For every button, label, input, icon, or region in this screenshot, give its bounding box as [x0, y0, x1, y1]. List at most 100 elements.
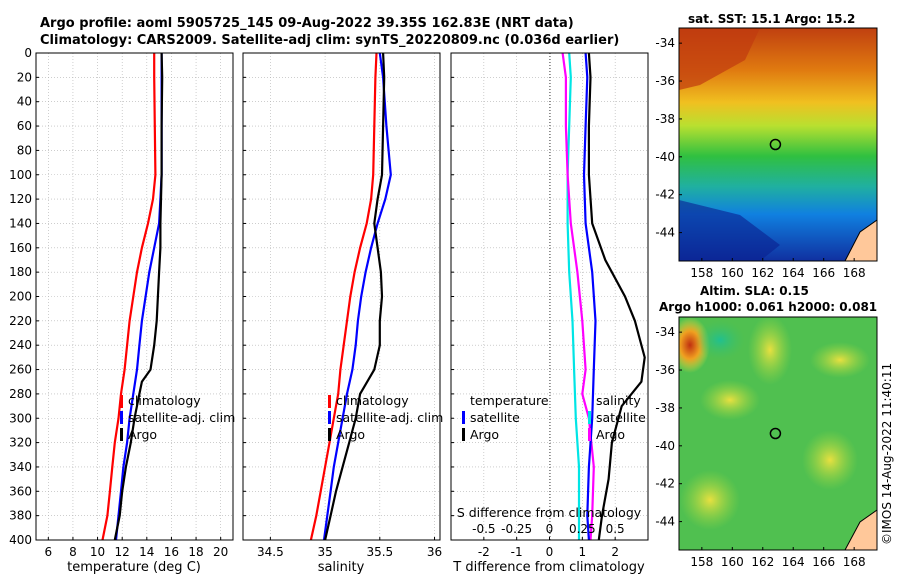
map-y-tick-label: -44 [655, 226, 675, 240]
series-line-temperature-argo [582, 52, 597, 541]
legend-label-climatology: climatology [336, 393, 409, 408]
y-tick-label: 140 [9, 216, 32, 230]
top-tick-label: -0.5 [472, 522, 495, 536]
legend-label-argo: Argo [128, 427, 157, 442]
y-tick-label: 400 [9, 533, 32, 547]
temperature-xlabel: temperature (deg C) [67, 560, 201, 575]
series-line-salinity-argo [587, 52, 646, 541]
top-tick-label: 0 [546, 522, 554, 536]
legend-left-satellite: satellite [470, 410, 520, 425]
temperature-plot-area [36, 53, 233, 540]
x-tick-label: 35.5 [366, 545, 393, 559]
x-tick-label: 6 [44, 545, 52, 559]
legend-marker-climatology [120, 395, 123, 408]
map-y-tick-label: -40 [655, 439, 675, 453]
legend-marker-sal-satellite [588, 411, 591, 424]
sst-map-frame [678, 27, 878, 262]
series-line-climatology [101, 53, 157, 541]
map-x-tick-label: 168 [843, 555, 866, 569]
legend-marker-argo [328, 428, 331, 441]
sla-yellow-region-5 [680, 470, 740, 530]
map-y-tick-label: -38 [655, 401, 675, 415]
y-tick-label: 100 [9, 168, 32, 182]
x-tick-label: 18 [188, 545, 203, 559]
y-tick-label: 280 [9, 387, 32, 401]
y-tick-label: 360 [9, 484, 32, 498]
map-y-tick-label: -34 [655, 325, 675, 339]
x-tick-label: 2 [611, 545, 619, 559]
top-tick-label: -0.25 [501, 522, 532, 536]
sla-yellow-region-3 [700, 380, 760, 420]
legend-marker-satellite [120, 411, 123, 424]
x-tick-label: -1 [511, 545, 523, 559]
map-x-tick-label: 160 [721, 266, 744, 280]
salinity-legend: climatology satellite-adj. clim Argo [328, 393, 443, 442]
sla-yellow-region-4 [802, 430, 858, 490]
legend-marker-satellite [328, 411, 331, 424]
legend-left-title: temperature [470, 393, 549, 408]
temperature-legend: climatology satellite-adj. clim Argo [120, 393, 235, 442]
difference-top-axis-label: S difference from climatology [457, 505, 642, 520]
legend-right-argo: Argo [596, 427, 625, 442]
sst-map: 158 160 162 164 166 168 -34 -36 -38 -40 -42 -44 [655, 27, 878, 280]
legend-marker-argo [120, 428, 123, 441]
y-tick-label: 200 [9, 290, 32, 304]
salinity-xlabel: salinity [318, 560, 365, 575]
sst-map-title: sat. SST: 15.1 Argo: 15.2 [688, 12, 856, 26]
legend-label-satellite: satellite-adj. clim [128, 410, 235, 425]
sst-argo-marker [769, 138, 782, 151]
sla-map: 158 160 162 164 166 168 -34 -36 -38 -40 -42 -44 [655, 316, 878, 569]
x-tick-label: 12 [115, 545, 130, 559]
series-line-temperature-satellite [566, 52, 581, 540]
sla-teal-region [695, 320, 745, 360]
x-tick-label: 1 [579, 545, 587, 559]
y-tick-label: 260 [9, 363, 32, 377]
map-y-tick-label: -38 [655, 112, 675, 126]
difference-top-ticks: -0.5 -0.25 0 0.25 0.5 [472, 522, 625, 536]
legend-marker-climatology [328, 395, 331, 408]
map-x-tick-label: 158 [690, 555, 713, 569]
map-x-tick-label: 168 [843, 266, 866, 280]
map-x-tick-label: 166 [812, 266, 835, 280]
x-tick-label: 34.5 [257, 545, 284, 559]
x-tick-label: 36 [427, 545, 442, 559]
salinity-ticks: 34.5 35 35.5 36 [243, 52, 442, 559]
map-x-tick-label: 164 [782, 266, 805, 280]
sla-yellow-region-1 [748, 317, 792, 385]
series-line-satellite-adj-clim [322, 52, 392, 541]
temperature-ticks: 0 20 40 60 80 100 120 140 160 180 200 220 240 260 280 3… [9, 46, 228, 559]
x-tick-label: 14 [139, 545, 154, 559]
map-y-tick-label: -34 [655, 36, 675, 50]
salinity-panel: 34.5 35 35.5 36 salinity climatology satell… [242, 52, 443, 575]
series-line-argo [113, 52, 164, 541]
sla-land [844, 509, 877, 550]
sla-map-frame [678, 316, 878, 551]
difference-legend: temperature satellite Argo salinity sate… [462, 393, 646, 442]
map-x-tick-label: 166 [812, 555, 835, 569]
sla-map-ticks: 158 160 162 164 166 168 -34 -36 -38 -40 -42 -44 [655, 325, 865, 569]
map-y-tick-label: -44 [655, 515, 675, 529]
map-x-tick-label: 160 [721, 555, 744, 569]
y-tick-label: 300 [9, 411, 32, 425]
difference-panel: -2 -1 0 1 2 S difference from climatology -0… [450, 52, 649, 575]
map-y-tick-label: -40 [655, 150, 675, 164]
figure-title-line1: Argo profile: aoml 5905725_145 09-Aug-20… [40, 16, 574, 31]
temperature-series [101, 52, 164, 541]
map-y-tick-label: -36 [655, 363, 675, 377]
top-tick-label: 0.5 [606, 522, 625, 536]
y-tick-label: 80 [17, 143, 32, 157]
figure-title-line2: Climatology: CARS2009. Satellite-adj cli… [40, 33, 620, 48]
sst-warm-region [679, 28, 760, 90]
sla-map-title-line1: Altim. SLA: 0.15 [700, 284, 809, 298]
legend-right-title: salinity [596, 393, 641, 408]
x-tick-label: 35 [317, 545, 332, 559]
y-tick-label: 220 [9, 314, 32, 328]
y-tick-label: 160 [9, 241, 32, 255]
sla-argo-marker [769, 427, 782, 440]
x-tick-label: -2 [478, 545, 490, 559]
legend-label-climatology: climatology [128, 393, 201, 408]
difference-ticks: -2 -1 0 1 2 [451, 52, 619, 559]
top-tick-label: 0.25 [569, 522, 596, 536]
y-tick-label: 340 [9, 460, 32, 474]
